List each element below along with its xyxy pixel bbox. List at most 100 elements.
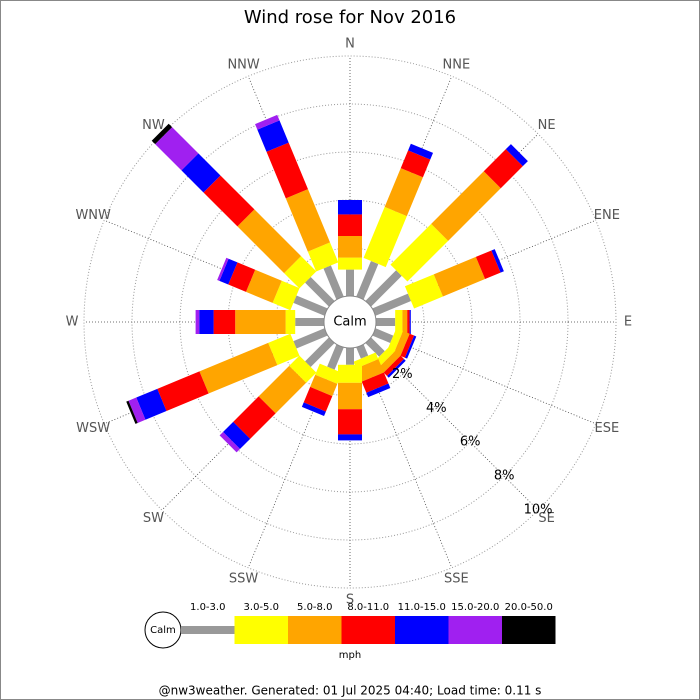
bar-segment: [235, 310, 286, 334]
bar-segment: [295, 318, 325, 326]
bar-segment: [268, 333, 300, 366]
bar-segment: [338, 236, 362, 258]
direction-label: WSW: [76, 421, 110, 436]
bar-segment: [199, 342, 278, 394]
legend-swatch: [341, 616, 395, 644]
bar-segment: [285, 310, 296, 334]
bar-segment: [305, 277, 335, 307]
legend-unit: mph: [339, 650, 361, 661]
bar-segment: [293, 328, 328, 349]
bar-segment: [128, 397, 146, 423]
legend-swatch: [288, 616, 342, 644]
bar-segment: [372, 328, 394, 343]
direction-label: ENE: [594, 208, 620, 223]
bar-segment: [255, 114, 280, 130]
legend-label: 8.0-11.0: [347, 602, 389, 613]
bar-segment: [338, 382, 362, 410]
direction-label: SE: [538, 511, 554, 526]
bar-segment: [393, 330, 410, 356]
bar-segment: [266, 142, 308, 199]
direction-label: N: [345, 37, 355, 52]
direction-label: NE: [538, 118, 556, 133]
bar-segment: [356, 359, 384, 382]
bar-segment: [407, 310, 410, 334]
direction-label: E: [624, 315, 632, 330]
bar-segment: [372, 293, 412, 316]
bar-segment: [289, 355, 317, 383]
bar-segment: [301, 402, 326, 417]
calm-circle: [323, 295, 377, 349]
direction-label: ESE: [594, 421, 619, 436]
bar-segment: [151, 123, 173, 145]
bar-segment: [346, 348, 354, 365]
bar-segment: [155, 127, 199, 171]
bar-segment: [136, 388, 167, 420]
bar-segment: [327, 344, 344, 370]
bar-segment: [346, 269, 354, 296]
legend-swatch: [395, 616, 449, 644]
calm-label: Calm: [333, 315, 366, 330]
bar-segment: [338, 364, 362, 383]
bar-segment: [310, 374, 338, 397]
bar-segment: [400, 150, 431, 178]
legend-label: 20.0-50.0: [505, 602, 553, 613]
bar-segment: [409, 310, 411, 334]
bar-segment: [491, 249, 504, 273]
y-tick-label: 6%: [460, 435, 481, 450]
legend-label: 3.0-5.0: [244, 602, 279, 613]
direction-label: SSE: [444, 571, 469, 586]
bar-segment: [387, 359, 406, 378]
legend-label: 5.0-8.0: [297, 602, 332, 613]
bar-segment: [365, 270, 402, 307]
bar-segment: [338, 409, 362, 435]
y-tick-label: 10%: [524, 503, 553, 518]
direction-label: SSW: [229, 571, 259, 586]
legend-label: 15.0-20.0: [451, 602, 499, 613]
bar-segment: [258, 365, 307, 414]
direction-label: NNW: [227, 58, 259, 73]
bar-segment: [245, 269, 282, 303]
bar-segment: [378, 350, 401, 373]
bar-segment: [213, 310, 236, 334]
bar-segment: [384, 168, 423, 217]
bar-segment: [383, 355, 405, 377]
bar-segment: [338, 257, 362, 270]
bar-segment: [376, 318, 396, 326]
grid-ring: [83, 55, 617, 589]
legend-swatch: [234, 616, 288, 644]
bar-segment: [272, 280, 300, 311]
bar-segment: [157, 371, 209, 412]
chart-title: Wind rose for Nov 2016: [244, 7, 456, 28]
bar-segment: [475, 250, 501, 280]
direction-label: SW: [143, 511, 164, 526]
bar-segment: [315, 363, 342, 384]
bar-segment: [323, 265, 344, 300]
bar-segment: [338, 434, 362, 441]
bar-segment: [338, 200, 362, 215]
bar-segment: [217, 257, 229, 281]
bar-segment: [395, 310, 403, 334]
direction-label: NNE: [443, 58, 471, 73]
bar-segment: [505, 144, 528, 167]
legend-swatch: [448, 616, 502, 644]
bar-segment: [305, 337, 335, 367]
bar-segment: [303, 386, 333, 412]
y-tick-label: 4%: [426, 401, 447, 416]
bar-segment: [433, 256, 486, 297]
legend-calm-label: Calm: [150, 625, 176, 636]
bar-segment: [353, 352, 379, 369]
bar-segment: [400, 333, 415, 358]
bar-segment: [181, 153, 221, 193]
direction-label: W: [66, 315, 79, 330]
bar-segment: [285, 189, 331, 252]
bar-segment: [365, 337, 385, 357]
bar-segment: [363, 206, 407, 268]
legend-label: 1.0-3.0: [190, 602, 225, 613]
y-tick-label: 8%: [494, 469, 515, 484]
bar-segment: [402, 310, 408, 334]
legend-swatch: [502, 616, 556, 644]
legend-label: 11.0-15.0: [398, 602, 446, 613]
bar-segment: [390, 223, 449, 282]
bar-segment: [356, 344, 369, 359]
